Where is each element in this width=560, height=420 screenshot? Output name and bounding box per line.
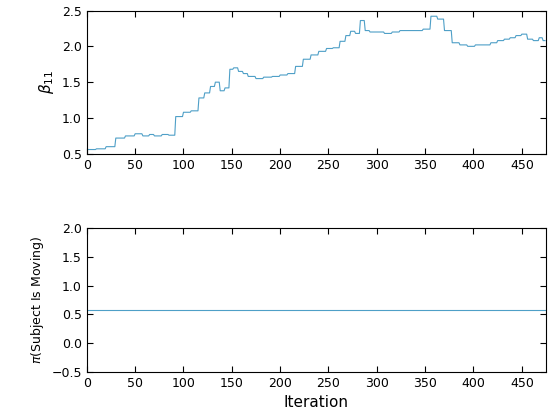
Y-axis label: $\pi$(Subject Is Moving): $\pi$(Subject Is Moving) [29,236,46,364]
X-axis label: Iteration: Iteration [284,395,349,410]
Y-axis label: $\beta_{11}$: $\beta_{11}$ [38,70,57,94]
